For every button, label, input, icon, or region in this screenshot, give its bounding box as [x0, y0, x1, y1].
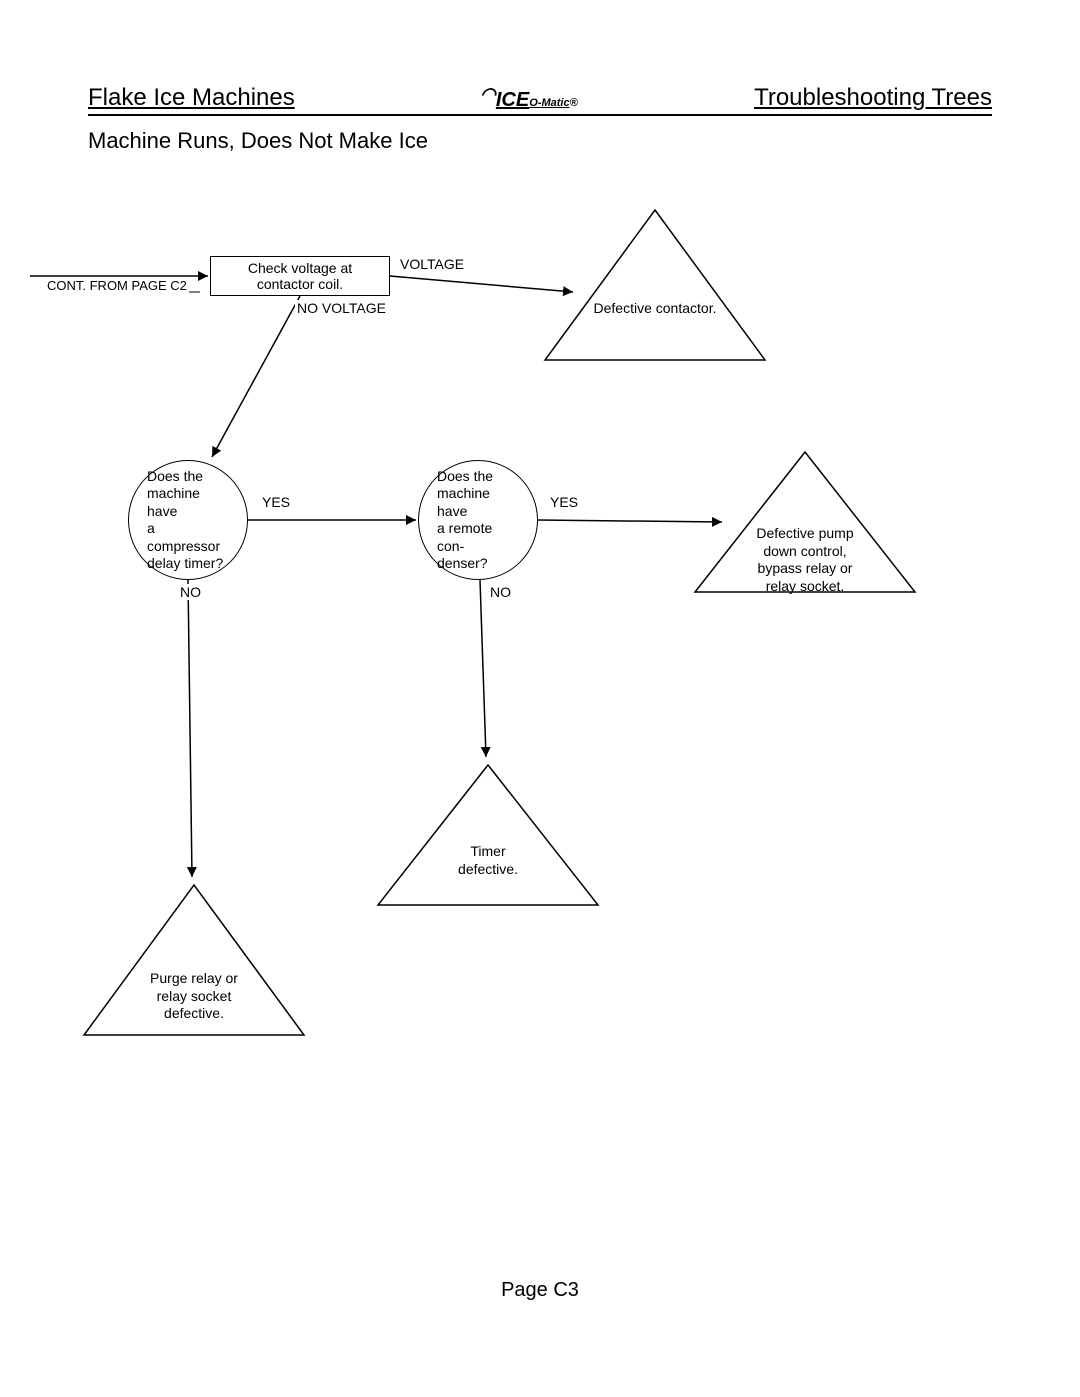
node-compressor-delay-label: Does themachine havea compressordelay ti… [147, 468, 229, 573]
node-remote-condenser-label: Does themachine havea remote con-denser? [437, 468, 519, 573]
tri4-label: Purge relay orrelay socketdefective. [119, 970, 269, 1023]
node-check-voltage: Check voltage at contactor coil. [210, 256, 390, 296]
brand-sub: O-Matic [529, 97, 569, 109]
label-no-1: NO [178, 584, 203, 600]
brand-reg: ® [570, 97, 578, 109]
page-footer: Page C3 [0, 1279, 1080, 1302]
header-brand: ◠ICEO-Matic® [471, 89, 578, 112]
label-no-voltage: NO VOLTAGE [295, 300, 388, 316]
node-compressor-delay: Does themachine havea compressordelay ti… [128, 460, 248, 580]
tri2-label: Defective pumpdown control,bypass relay … [730, 525, 880, 595]
label-voltage: VOLTAGE [398, 256, 466, 272]
brand-main: ICE [496, 89, 529, 111]
page-subtitle: Machine Runs, Does Not Make Ice [88, 128, 428, 154]
label-no-2: NO [488, 584, 513, 600]
flowchart-svg [30, 200, 1050, 1100]
entry-label: CONT. FROM PAGE C2 [45, 278, 189, 293]
node-remote-condenser: Does themachine havea remote con-denser? [418, 460, 538, 580]
label-yes-1: YES [260, 494, 292, 510]
page-header: Flake Ice Machines ◠ICEO-Matic® Troubles… [88, 84, 992, 116]
header-right: Troubleshooting Trees [754, 84, 992, 112]
label-yes-2: YES [548, 494, 580, 510]
tri1-label: Defective contactor. [580, 300, 730, 318]
header-left: Flake Ice Machines [88, 84, 295, 112]
flowchart: CONT. FROM PAGE C2 Check voltage at cont… [30, 200, 1050, 1100]
tri3-label: Timerdefective. [413, 843, 563, 878]
